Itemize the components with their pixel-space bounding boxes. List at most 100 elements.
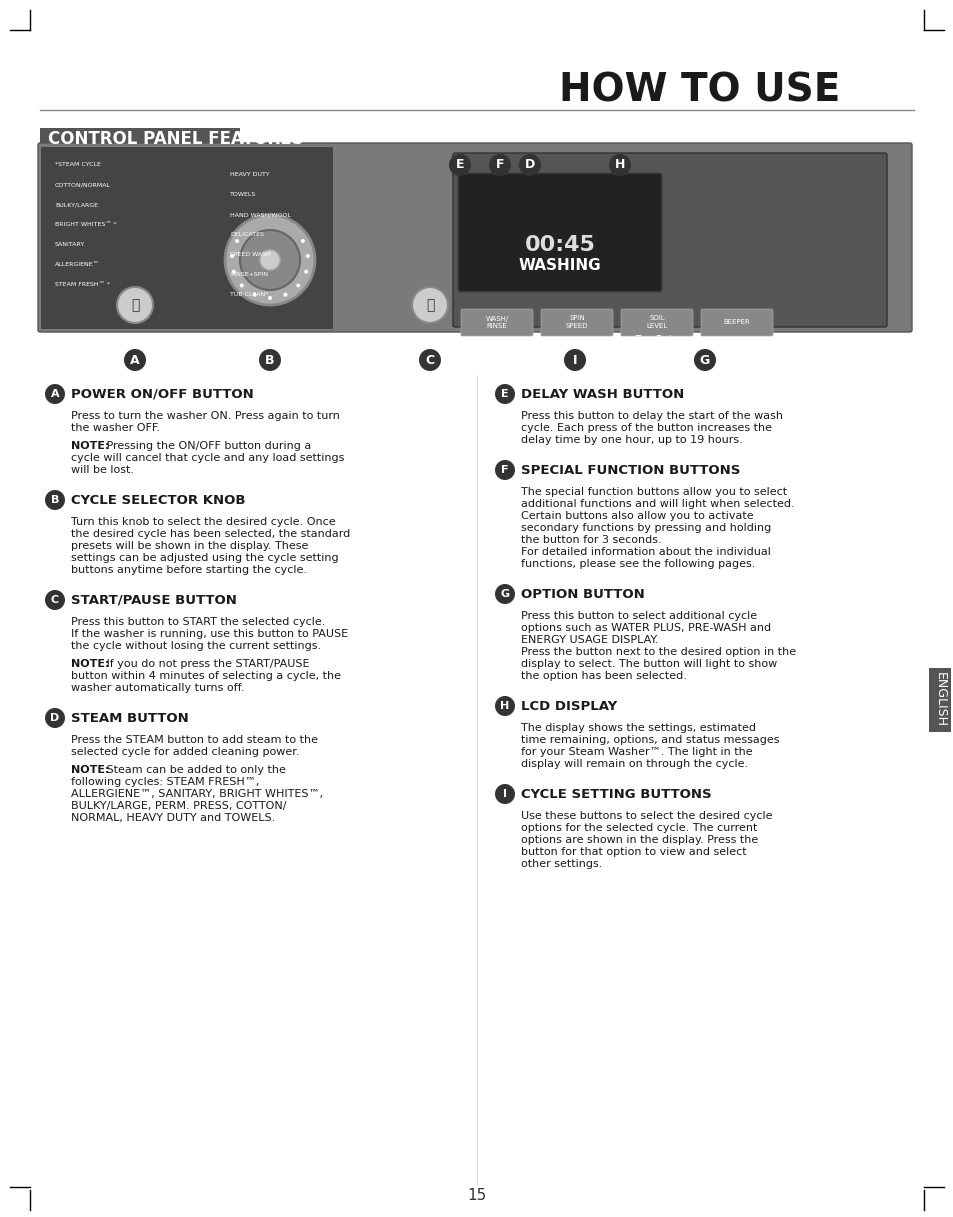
Text: display to select. The button will light to show: display to select. The button will light… (520, 658, 777, 669)
Text: SANITARY: SANITARY (55, 242, 85, 247)
Text: ⏯: ⏯ (425, 298, 434, 312)
Circle shape (45, 490, 65, 510)
Circle shape (449, 155, 471, 176)
Text: E: E (500, 389, 508, 399)
Text: BULKY/LARGE, PERM. PRESS, COTTON/: BULKY/LARGE, PERM. PRESS, COTTON/ (71, 801, 286, 811)
Text: Press to turn the washer ON. Press again to turn: Press to turn the washer ON. Press again… (71, 411, 339, 421)
Text: RINSE+SPIN: RINSE+SPIN (230, 273, 268, 277)
Text: Pressing the ON/OFF button during a: Pressing the ON/OFF button during a (103, 441, 311, 452)
Circle shape (260, 249, 280, 270)
Text: F: F (500, 465, 508, 475)
Text: H: H (500, 701, 509, 711)
Circle shape (258, 349, 281, 371)
Text: Turn this knob to select the desired cycle. Once: Turn this knob to select the desired cyc… (71, 517, 335, 527)
Text: E: E (456, 158, 464, 172)
Text: The display shows the settings, estimated: The display shows the settings, estimate… (520, 723, 755, 733)
Circle shape (693, 349, 716, 371)
Text: NOTE:: NOTE: (71, 658, 110, 669)
Text: selected cycle for added cleaning power.: selected cycle for added cleaning power. (71, 747, 299, 757)
Text: SPIN
SPEED: SPIN SPEED (565, 315, 588, 329)
Text: *STEAM CYCLE: *STEAM CYCLE (55, 163, 101, 168)
Circle shape (495, 385, 515, 404)
Text: CONTROL PANEL FEATURES: CONTROL PANEL FEATURES (48, 130, 303, 148)
Text: G: G (700, 353, 709, 366)
Circle shape (124, 349, 146, 371)
Text: following cycles: STEAM FRESH™,: following cycles: STEAM FRESH™, (71, 776, 259, 787)
Text: 00:45: 00:45 (524, 235, 595, 256)
Text: NORMAL, HEAVY DUTY and TOWELS.: NORMAL, HEAVY DUTY and TOWELS. (71, 813, 275, 823)
Text: B: B (265, 353, 274, 366)
Text: ⏻: ⏻ (131, 298, 139, 312)
Text: the option has been selected.: the option has been selected. (520, 671, 686, 682)
Text: button for that option to view and select: button for that option to view and selec… (520, 847, 746, 857)
Text: the washer OFF.: the washer OFF. (71, 424, 160, 433)
Text: Press this button to delay the start of the wash: Press this button to delay the start of … (520, 411, 782, 421)
Circle shape (489, 155, 511, 176)
FancyBboxPatch shape (41, 147, 333, 329)
Text: D: D (51, 713, 60, 723)
Text: Certain buttons also allow you to activate: Certain buttons also allow you to activa… (520, 511, 753, 521)
Text: HEAVY DUTY: HEAVY DUTY (230, 173, 270, 178)
Text: ENGLISH: ENGLISH (933, 673, 945, 728)
Text: delay time by one hour, up to 19 hours.: delay time by one hour, up to 19 hours. (520, 434, 742, 445)
Circle shape (283, 293, 287, 297)
Text: For detailed information about the individual: For detailed information about the indiv… (520, 546, 770, 557)
Circle shape (304, 270, 308, 274)
Circle shape (418, 349, 440, 371)
Circle shape (495, 696, 515, 716)
Circle shape (45, 708, 65, 728)
Circle shape (45, 385, 65, 404)
Text: NOTE:: NOTE: (71, 441, 110, 452)
Text: SOIL
LEVEL: SOIL LEVEL (646, 315, 667, 329)
Text: A: A (130, 353, 140, 366)
Circle shape (296, 284, 300, 287)
Circle shape (300, 239, 305, 243)
Circle shape (518, 155, 540, 176)
Text: WASHING: WASHING (518, 258, 600, 273)
Circle shape (608, 155, 630, 176)
Text: DELAY WASH BUTTON: DELAY WASH BUTTON (520, 387, 683, 400)
Text: HOW TO USE: HOW TO USE (558, 71, 840, 110)
Text: time remaining, options, and status messages: time remaining, options, and status mess… (520, 735, 779, 745)
Circle shape (253, 293, 256, 297)
Text: cycle. Each press of the button increases the: cycle. Each press of the button increase… (520, 424, 771, 433)
Text: ALLERGIENE™: ALLERGIENE™ (55, 263, 100, 268)
Text: ENERGY USAGE DISPLAY.: ENERGY USAGE DISPLAY. (520, 635, 658, 645)
Text: STEAM FRESH™ *: STEAM FRESH™ * (55, 282, 110, 287)
FancyBboxPatch shape (700, 309, 772, 336)
Text: options are shown in the display. Press the: options are shown in the display. Press … (520, 835, 758, 845)
Text: A: A (51, 389, 59, 399)
Text: button within 4 minutes of selecting a cycle, the: button within 4 minutes of selecting a c… (71, 671, 340, 682)
Text: LCD DISPLAY: LCD DISPLAY (520, 700, 617, 712)
Circle shape (232, 270, 235, 274)
Text: B: B (51, 495, 59, 505)
Text: ALLERGIENE™, SANITARY, BRIGHT WHITES™,: ALLERGIENE™, SANITARY, BRIGHT WHITES™, (71, 789, 323, 800)
Text: C: C (51, 595, 59, 605)
Text: buttons anytime before starting the cycle.: buttons anytime before starting the cycl… (71, 565, 307, 574)
Text: HAND WASH/WOOL: HAND WASH/WOOL (230, 213, 291, 218)
Text: TOWELS: TOWELS (230, 192, 256, 197)
Text: the cycle without losing the current settings.: the cycle without losing the current set… (71, 641, 321, 651)
Text: START/PAUSE BUTTON: START/PAUSE BUTTON (71, 594, 236, 606)
Circle shape (268, 296, 272, 301)
Circle shape (234, 239, 239, 243)
Text: BEEPER: BEEPER (723, 319, 750, 325)
Text: CYCLE SETTING BUTTONS: CYCLE SETTING BUTTONS (520, 787, 711, 801)
Text: BULKY/LARGE: BULKY/LARGE (55, 202, 98, 208)
Text: options such as WATER PLUS, PRE-WASH and: options such as WATER PLUS, PRE-WASH and (520, 623, 770, 633)
Text: Press the button next to the desired option in the: Press the button next to the desired opt… (520, 647, 796, 657)
Text: other settings.: other settings. (520, 859, 601, 869)
Text: display will remain on through the cycle.: display will remain on through the cycle… (520, 759, 747, 769)
Text: for your Steam Washer™. The light in the: for your Steam Washer™. The light in the (520, 747, 752, 757)
Circle shape (495, 784, 515, 804)
Circle shape (239, 284, 244, 287)
FancyBboxPatch shape (540, 309, 613, 336)
Circle shape (306, 254, 310, 258)
Text: I: I (572, 353, 577, 366)
Text: TUB CLEAN*: TUB CLEAN* (230, 292, 268, 297)
Text: If you do not press the START/PAUSE: If you do not press the START/PAUSE (103, 658, 309, 669)
Text: STEAM BUTTON: STEAM BUTTON (71, 712, 189, 724)
Text: The special function buttons allow you to select: The special function buttons allow you t… (520, 487, 786, 497)
Circle shape (45, 590, 65, 610)
Text: Use these buttons to select the desired cycle: Use these buttons to select the desired … (520, 811, 772, 821)
